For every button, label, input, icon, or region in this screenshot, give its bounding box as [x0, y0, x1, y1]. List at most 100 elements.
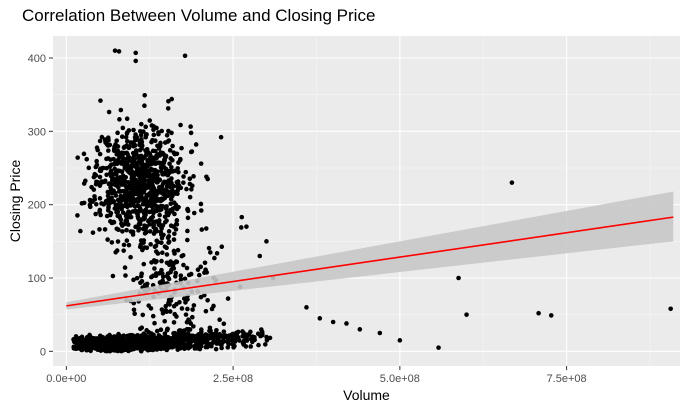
data-point — [134, 151, 139, 156]
data-point — [178, 122, 183, 128]
data-point — [134, 275, 140, 281]
data-point — [119, 134, 125, 140]
data-point — [148, 160, 154, 166]
data-point — [151, 332, 156, 338]
data-point — [536, 310, 541, 316]
data-point — [172, 251, 177, 256]
data-point — [150, 347, 156, 353]
data-point — [159, 307, 165, 312]
data-point — [149, 274, 154, 280]
data-point — [103, 343, 109, 349]
data-point — [668, 306, 673, 312]
data-point — [167, 148, 173, 153]
data-point — [93, 181, 99, 187]
data-point — [248, 344, 254, 349]
data-point — [148, 216, 154, 221]
data-point — [171, 338, 176, 344]
data-point — [101, 338, 106, 343]
data-point — [117, 188, 122, 194]
data-point — [170, 143, 175, 149]
data-point — [97, 196, 103, 201]
data-point — [213, 346, 219, 352]
data-point — [188, 124, 193, 129]
data-point — [181, 174, 186, 179]
data-point — [141, 129, 146, 134]
data-point — [138, 166, 144, 172]
data-point — [193, 142, 199, 147]
data-point — [128, 254, 133, 260]
y-axis-title: Closing Price — [7, 160, 23, 243]
data-point — [88, 348, 93, 354]
data-point — [97, 151, 103, 157]
data-point — [106, 333, 111, 339]
data-point — [118, 217, 124, 222]
data-point — [143, 333, 148, 338]
y-tick-label: 200 — [28, 200, 46, 212]
data-point — [397, 338, 403, 343]
data-point — [243, 344, 249, 349]
data-point — [147, 201, 152, 207]
data-point — [105, 189, 111, 195]
data-point — [377, 330, 383, 336]
data-point — [95, 341, 100, 347]
data-point — [158, 346, 164, 352]
data-point — [165, 139, 171, 144]
data-point — [110, 175, 115, 181]
data-point — [256, 342, 261, 348]
data-point — [79, 341, 85, 347]
data-point — [225, 345, 231, 350]
data-point — [135, 333, 140, 338]
data-point — [130, 232, 136, 237]
data-point — [225, 296, 231, 301]
data-point — [220, 339, 225, 345]
data-point — [159, 240, 164, 246]
data-point — [75, 155, 80, 160]
data-point — [125, 138, 130, 144]
data-point — [169, 130, 174, 136]
data-point — [126, 157, 131, 163]
data-point — [99, 134, 105, 140]
data-point — [133, 191, 139, 197]
data-point — [185, 206, 190, 212]
data-point — [166, 229, 172, 234]
data-point — [178, 273, 184, 278]
data-point — [162, 220, 168, 225]
data-point — [124, 202, 130, 208]
data-point — [154, 198, 160, 204]
data-point — [91, 174, 97, 180]
data-point — [107, 171, 113, 176]
chart-title: Correlation Between Volume and Closing P… — [22, 6, 376, 25]
data-point — [218, 134, 224, 140]
data-point — [143, 148, 148, 153]
data-point — [145, 183, 151, 189]
data-point — [126, 184, 131, 190]
data-point — [90, 230, 96, 235]
data-point — [111, 188, 116, 193]
data-point — [176, 204, 181, 210]
data-point — [187, 344, 193, 350]
data-point — [108, 346, 114, 352]
data-point — [124, 346, 130, 351]
data-point — [185, 306, 190, 312]
data-point — [124, 131, 130, 136]
data-point — [168, 269, 173, 275]
data-point — [176, 183, 182, 188]
data-point — [154, 125, 159, 131]
data-point — [93, 201, 99, 207]
data-point — [182, 276, 188, 282]
data-point — [123, 273, 128, 278]
data-point — [115, 130, 120, 136]
data-point — [152, 244, 158, 250]
data-point — [126, 166, 132, 171]
data-point — [122, 340, 128, 345]
data-point — [186, 272, 192, 278]
data-point — [170, 187, 175, 193]
data-point — [152, 203, 158, 208]
data-point — [171, 320, 177, 325]
data-point — [87, 197, 93, 203]
data-point — [199, 227, 205, 232]
data-point — [154, 238, 159, 244]
data-point — [153, 271, 159, 276]
data-point — [509, 180, 515, 185]
data-point — [204, 174, 209, 180]
